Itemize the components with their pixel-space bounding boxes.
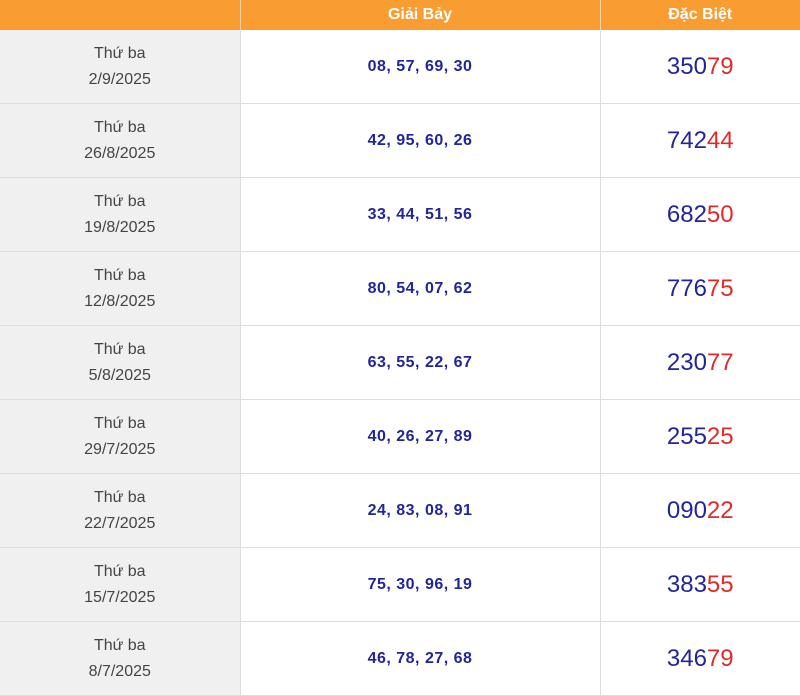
dac-biet-prefix: 682 bbox=[666, 200, 707, 228]
dac-biet-cell: 23077 bbox=[600, 325, 800, 400]
dac-biet-prefix: 230 bbox=[666, 348, 707, 376]
table-row: Thứ ba 5/8/2025 63, 55, 22, 67 23077 bbox=[0, 325, 800, 400]
dac-biet-prefix: 383 bbox=[666, 570, 707, 598]
date: 8/7/2025 bbox=[88, 662, 151, 680]
dac-biet-cell: 34679 bbox=[600, 621, 800, 696]
giai-bay-cell: 40, 26, 27, 89 bbox=[240, 399, 601, 474]
date: 2/9/2025 bbox=[88, 70, 151, 88]
giai-bay-cell: 46, 78, 27, 68 bbox=[240, 621, 601, 696]
giai-bay-cell: 63, 55, 22, 67 bbox=[240, 325, 601, 400]
date: 15/7/2025 bbox=[84, 588, 156, 606]
giai-bay-cell: 08, 57, 69, 30 bbox=[240, 30, 601, 104]
table-row: Thứ ba 8/7/2025 46, 78, 27, 68 34679 bbox=[0, 621, 800, 696]
date: 5/8/2025 bbox=[88, 366, 151, 384]
table-row: Thứ ba 15/7/2025 75, 30, 96, 19 38355 bbox=[0, 547, 800, 622]
date: 29/7/2025 bbox=[84, 440, 156, 458]
giai-bay-cell: 33, 44, 51, 56 bbox=[240, 177, 601, 252]
dac-biet-prefix: 346 bbox=[666, 644, 707, 672]
weekday: Thứ ba bbox=[93, 266, 146, 284]
table-row: Thứ ba 29/7/2025 40, 26, 27, 89 25525 bbox=[0, 399, 800, 474]
dac-biet-suffix: 77 bbox=[706, 348, 734, 376]
dac-biet-cell: 74244 bbox=[600, 103, 800, 178]
header-dac-biet: Đặc Biệt bbox=[600, 0, 800, 30]
table-row: Thứ ba 22/7/2025 24, 83, 08, 91 09022 bbox=[0, 473, 800, 548]
giai-bay-cell: 75, 30, 96, 19 bbox=[240, 547, 601, 622]
dac-biet-suffix: 50 bbox=[706, 200, 734, 228]
dac-biet-prefix: 742 bbox=[666, 126, 707, 154]
weekday: Thứ ba bbox=[93, 192, 146, 210]
table-row: Thứ ba 12/8/2025 80, 54, 07, 62 77675 bbox=[0, 251, 800, 326]
weekday: Thứ ba bbox=[93, 340, 146, 358]
date-cell: Thứ ba 8/7/2025 bbox=[0, 621, 241, 696]
giai-bay-cell: 42, 95, 60, 26 bbox=[240, 103, 601, 178]
date-cell: Thứ ba 12/8/2025 bbox=[0, 251, 241, 326]
date: 26/8/2025 bbox=[84, 144, 156, 162]
giai-bay-cell: 24, 83, 08, 91 bbox=[240, 473, 601, 548]
dac-biet-suffix: 22 bbox=[706, 496, 734, 524]
date-cell: Thứ ba 5/8/2025 bbox=[0, 325, 241, 400]
date-cell: Thứ ba 22/7/2025 bbox=[0, 473, 241, 548]
dac-biet-suffix: 44 bbox=[706, 126, 734, 154]
dac-biet-prefix: 090 bbox=[666, 496, 707, 524]
dac-biet-cell: 35079 bbox=[600, 30, 800, 104]
dac-biet-prefix: 350 bbox=[666, 52, 707, 80]
dac-biet-cell: 09022 bbox=[600, 473, 800, 548]
table-row: Thứ ba 19/8/2025 33, 44, 51, 56 68250 bbox=[0, 177, 800, 252]
date: 22/7/2025 bbox=[84, 514, 156, 532]
weekday: Thứ ba bbox=[93, 118, 146, 136]
weekday: Thứ ba bbox=[93, 414, 146, 432]
date-cell: Thứ ba 29/7/2025 bbox=[0, 399, 241, 474]
header-giai-bay: Giải Bảy bbox=[240, 0, 601, 30]
date-cell: Thứ ba 15/7/2025 bbox=[0, 547, 241, 622]
table-row: Thứ ba 26/8/2025 42, 95, 60, 26 74244 bbox=[0, 103, 800, 178]
date-cell: Thứ ba 26/8/2025 bbox=[0, 103, 241, 178]
date-cell: Thứ ba 19/8/2025 bbox=[0, 177, 241, 252]
weekday: Thứ ba bbox=[93, 636, 146, 654]
header-date bbox=[0, 0, 241, 30]
dac-biet-suffix: 75 bbox=[706, 274, 734, 302]
giai-bay-cell: 80, 54, 07, 62 bbox=[240, 251, 601, 326]
dac-biet-cell: 25525 bbox=[600, 399, 800, 474]
dac-biet-suffix: 79 bbox=[706, 52, 734, 80]
dac-biet-suffix: 79 bbox=[706, 644, 734, 672]
date: 19/8/2025 bbox=[84, 218, 156, 236]
dac-biet-cell: 77675 bbox=[600, 251, 800, 326]
weekday: Thứ ba bbox=[93, 562, 146, 580]
weekday: Thứ ba bbox=[93, 488, 146, 506]
table-row: Thứ ba 2/9/2025 08, 57, 69, 30 35079 bbox=[0, 30, 800, 104]
date: 12/8/2025 bbox=[84, 292, 156, 310]
table-header: Giải Bảy Đặc Biệt bbox=[0, 0, 800, 30]
dac-biet-cell: 68250 bbox=[600, 177, 800, 252]
dac-biet-prefix: 255 bbox=[666, 422, 707, 450]
dac-biet-cell: 38355 bbox=[600, 547, 800, 622]
date-cell: Thứ ba 2/9/2025 bbox=[0, 30, 241, 104]
weekday: Thứ ba bbox=[93, 44, 146, 62]
dac-biet-suffix: 25 bbox=[706, 422, 734, 450]
dac-biet-prefix: 776 bbox=[666, 274, 707, 302]
dac-biet-suffix: 55 bbox=[706, 570, 734, 598]
